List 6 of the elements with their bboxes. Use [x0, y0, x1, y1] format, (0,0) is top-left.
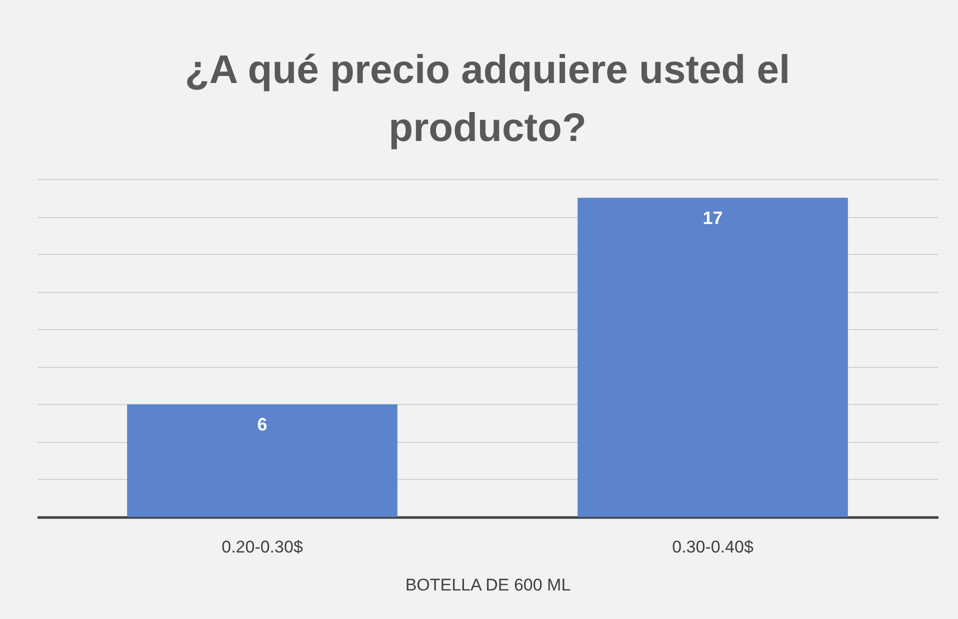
x-tick-label: 0.30-0.40$ [672, 538, 754, 556]
x-tick-label: 0.20-0.30$ [222, 538, 304, 556]
chart-title: ¿A qué precio adquiere usted el producto? [184, 48, 790, 150]
data-label: 17 [702, 208, 723, 228]
data-label: 6 [257, 414, 268, 434]
x-axis-title: BOTELLA DE 600 ML [405, 576, 571, 594]
